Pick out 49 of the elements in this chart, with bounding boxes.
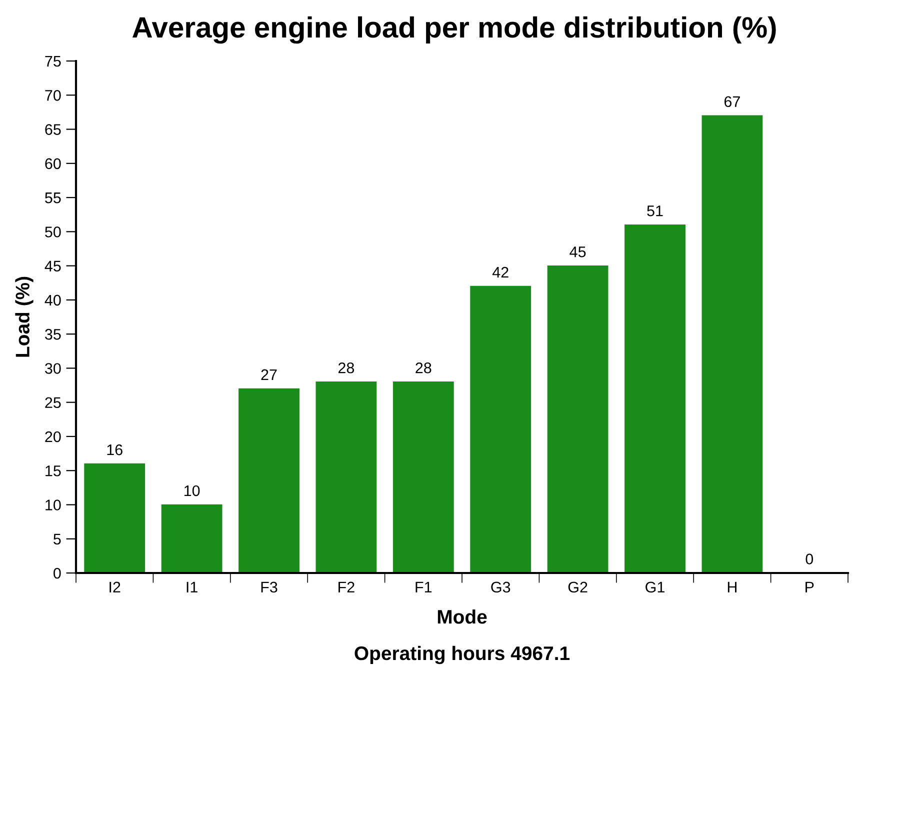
data-label: 16 xyxy=(107,444,122,456)
bar xyxy=(547,265,608,573)
x-tick-label: I2 xyxy=(110,582,120,592)
y-tick-label: 30 xyxy=(45,363,61,374)
x-tick-label: F2 xyxy=(338,582,354,592)
data-label: 67 xyxy=(724,96,740,108)
data-label: 28 xyxy=(416,362,432,374)
x-tick-label: F3 xyxy=(261,582,278,593)
bar xyxy=(238,388,300,573)
y-tick-label: 5 xyxy=(54,534,61,545)
data-label: 28 xyxy=(338,362,354,374)
x-tick-label: G2 xyxy=(568,582,588,593)
x-tick-label: G3 xyxy=(491,582,510,593)
bar xyxy=(84,463,146,573)
data-label: 51 xyxy=(647,206,663,216)
y-tick-label: 70 xyxy=(45,90,61,101)
y-tick-label: 50 xyxy=(45,226,61,238)
data-label: 27 xyxy=(261,369,277,380)
data-label: 0 xyxy=(806,554,814,564)
x-tick-label: F1 xyxy=(416,582,432,592)
y-tick-label: 20 xyxy=(45,431,61,442)
y-tick-label: 60 xyxy=(45,158,61,170)
x-tick-label: H xyxy=(728,582,736,592)
x-axis-title: Mode xyxy=(438,609,487,624)
y-tick-label: 25 xyxy=(45,397,61,408)
bar xyxy=(470,286,532,573)
bar xyxy=(161,504,222,573)
data-label: 45 xyxy=(570,246,586,258)
y-axis-title: Load (%) xyxy=(15,276,34,357)
y-tick-label: 45 xyxy=(44,260,61,272)
bar xyxy=(316,382,377,573)
y-tick-label: 55 xyxy=(45,192,61,204)
text: Operating hours 4967.1 xyxy=(354,646,570,664)
x-tick-label: G1 xyxy=(646,582,664,593)
y-tick-label: 15 xyxy=(46,466,61,476)
y-tick-label: 0 xyxy=(54,568,61,579)
y-tick-label: 10 xyxy=(46,500,61,510)
x-tick-label: P xyxy=(806,582,814,592)
chart-title: Average engine load per mode distribution (%) xyxy=(132,16,776,44)
x-tick-label: I1 xyxy=(186,582,198,592)
bar xyxy=(392,382,454,573)
y-tick-label: 40 xyxy=(44,294,61,306)
data-label: 42 xyxy=(492,266,508,278)
y-tick-label: 65 xyxy=(45,124,61,135)
y-tick-label: 75 xyxy=(45,56,61,67)
data-label: 10 xyxy=(184,485,200,496)
y-tick-label: 35 xyxy=(45,328,61,340)
bar xyxy=(624,224,686,573)
bar xyxy=(702,115,763,573)
